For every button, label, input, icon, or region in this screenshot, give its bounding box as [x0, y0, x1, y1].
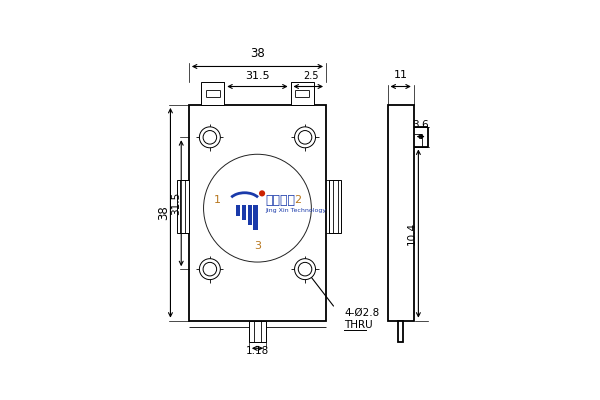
Circle shape	[295, 259, 316, 280]
Bar	[248, 205, 252, 225]
Circle shape	[203, 130, 217, 144]
Text: 10.4: 10.4	[407, 222, 416, 245]
Circle shape	[199, 127, 220, 148]
Bar	[398, 320, 403, 342]
Bar	[249, 320, 266, 342]
Circle shape	[203, 154, 311, 262]
Circle shape	[259, 190, 265, 196]
Circle shape	[199, 259, 220, 280]
Text: 2.5: 2.5	[304, 71, 319, 81]
Bar	[189, 105, 326, 320]
Bar	[290, 82, 314, 105]
Text: 4-Ø2.8: 4-Ø2.8	[344, 308, 380, 318]
Bar	[201, 82, 224, 105]
Circle shape	[295, 127, 316, 148]
Text: 38: 38	[157, 206, 170, 220]
Text: 38: 38	[250, 47, 265, 60]
Text: 1.18: 1.18	[246, 346, 269, 356]
Text: 1: 1	[214, 195, 221, 205]
Bar	[253, 205, 258, 230]
Text: 旌信科技: 旌信科技	[265, 194, 295, 207]
Bar	[242, 205, 246, 220]
Text: 3: 3	[254, 241, 261, 251]
Bar	[329, 180, 341, 233]
Circle shape	[298, 130, 312, 144]
Circle shape	[298, 262, 312, 276]
Bar	[236, 205, 240, 216]
Text: 2: 2	[295, 195, 301, 205]
Bar	[388, 105, 414, 320]
Text: 31.5: 31.5	[245, 71, 270, 81]
Text: THRU: THRU	[344, 320, 373, 330]
Text: 11: 11	[394, 70, 407, 80]
Text: 31.5: 31.5	[170, 192, 181, 215]
Text: 3.6: 3.6	[412, 120, 429, 130]
Text: Jing Xin Technology: Jing Xin Technology	[265, 208, 326, 213]
Bar	[176, 180, 189, 233]
Circle shape	[203, 262, 217, 276]
